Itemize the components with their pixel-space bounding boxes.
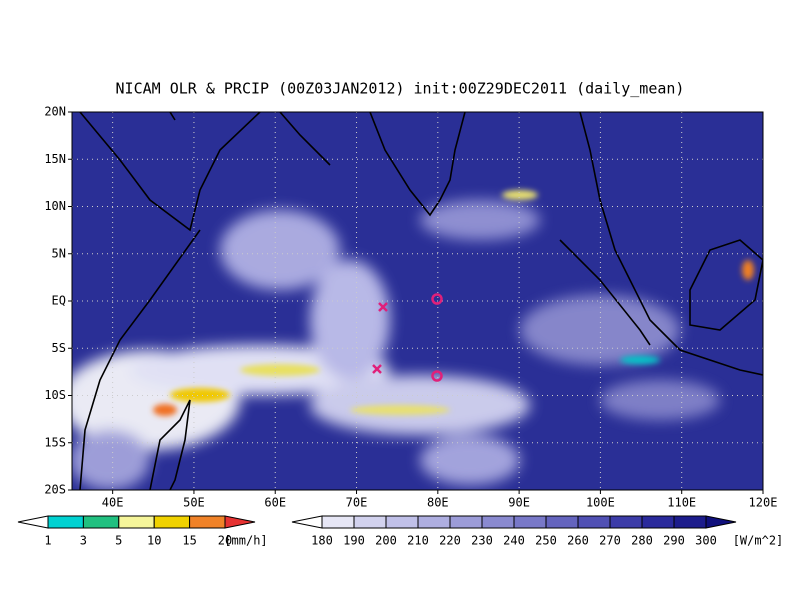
colorbar-end (291, 515, 323, 529)
latitude-label: 5S (52, 341, 66, 355)
colorbar-box (449, 515, 483, 529)
longitude-label: 80E (427, 496, 449, 510)
colorbar-label: 15 (182, 534, 196, 548)
colorbar-unit: [mm/h] (224, 534, 267, 548)
colorbar-label: 180 (311, 534, 333, 548)
colorbar-end (224, 515, 256, 529)
longitude-label: 60E (264, 496, 286, 510)
longitude-label: 40E (102, 496, 124, 510)
colorbar-label: 240 (503, 534, 525, 548)
colorbars: 1 3 5 10 15 20[mm/h] 180 190 200 210 220 230 240 250 2… (17, 515, 784, 548)
colorbar-label: 10 (147, 534, 161, 548)
colorbar-label: 210 (407, 534, 429, 548)
colorbar-label: 1 (44, 534, 51, 548)
colorbar-label: 300 (695, 534, 717, 548)
map-title: NICAM OLR & PRCIP (00Z03JAN2012) init:00… (116, 80, 685, 98)
cross-marker (372, 364, 382, 374)
colorbar-end (17, 515, 49, 529)
colorbar-label: 200 (375, 534, 397, 548)
colorbar-box (641, 515, 675, 529)
colorbar-label: 230 (471, 534, 493, 548)
latitude-label: 15S (44, 435, 66, 449)
colorbar-box (47, 515, 84, 529)
colorbar-label: 220 (439, 534, 461, 548)
colorbar-box (481, 515, 515, 529)
markers (372, 293, 443, 382)
latitude-label: 10S (44, 388, 66, 402)
colorbar-box (321, 515, 355, 529)
colorbar-label: 280 (631, 534, 653, 548)
colorbar-box (189, 515, 226, 529)
colorbar-box (577, 515, 611, 529)
coastline (79, 112, 763, 490)
colorbar-end (705, 515, 737, 529)
colorbar-label: 190 (343, 534, 365, 548)
colorbar-box (82, 515, 120, 529)
colorbar-label: 20 (218, 534, 232, 548)
latitude-label: 15N (44, 152, 66, 166)
circle-marker (431, 293, 443, 305)
colorbar-box (513, 515, 547, 529)
colorbar-label: 270 (599, 534, 621, 548)
longitude-label: 50E (183, 496, 205, 510)
latitude-label: EQ (52, 294, 66, 308)
colorbar-box (118, 515, 155, 529)
colorbar-box (417, 515, 451, 529)
longitude-label: 110E (667, 496, 696, 510)
graticule (72, 112, 763, 490)
colorbar-box (545, 515, 579, 529)
colorbar-box (385, 515, 419, 529)
latitude-label: 20N (44, 105, 66, 119)
colorbar-box (609, 515, 643, 529)
latitude-label: 5N (52, 246, 66, 260)
colorbar-box (673, 515, 707, 529)
colorbar-label: 290 (663, 534, 685, 548)
colorbar-box (353, 515, 387, 529)
axis-labels: 20N 15N 10N 5N EQ 5S 10S 15S 20S 40E 50E 60E 70E 80E 9… (44, 105, 777, 510)
longitude-label: 120E (749, 496, 778, 510)
latitude-label: 20S (44, 483, 66, 497)
latitude-label: 10N (44, 199, 66, 213)
colorbar-box (153, 515, 191, 529)
circle-marker (431, 370, 443, 382)
map-area (72, 112, 763, 490)
colorbar-label: 260 (567, 534, 589, 548)
longitude-label: 70E (346, 496, 368, 510)
colorbar-label: 250 (535, 534, 557, 548)
colorbar-label: 5 (115, 534, 122, 548)
colorbar-unit: [W/m^2] (733, 534, 784, 548)
longitude-label: 100E (586, 496, 615, 510)
colorbar-label: 3 (80, 534, 87, 548)
longitude-label: 90E (508, 496, 530, 510)
cross-marker (378, 302, 388, 312)
